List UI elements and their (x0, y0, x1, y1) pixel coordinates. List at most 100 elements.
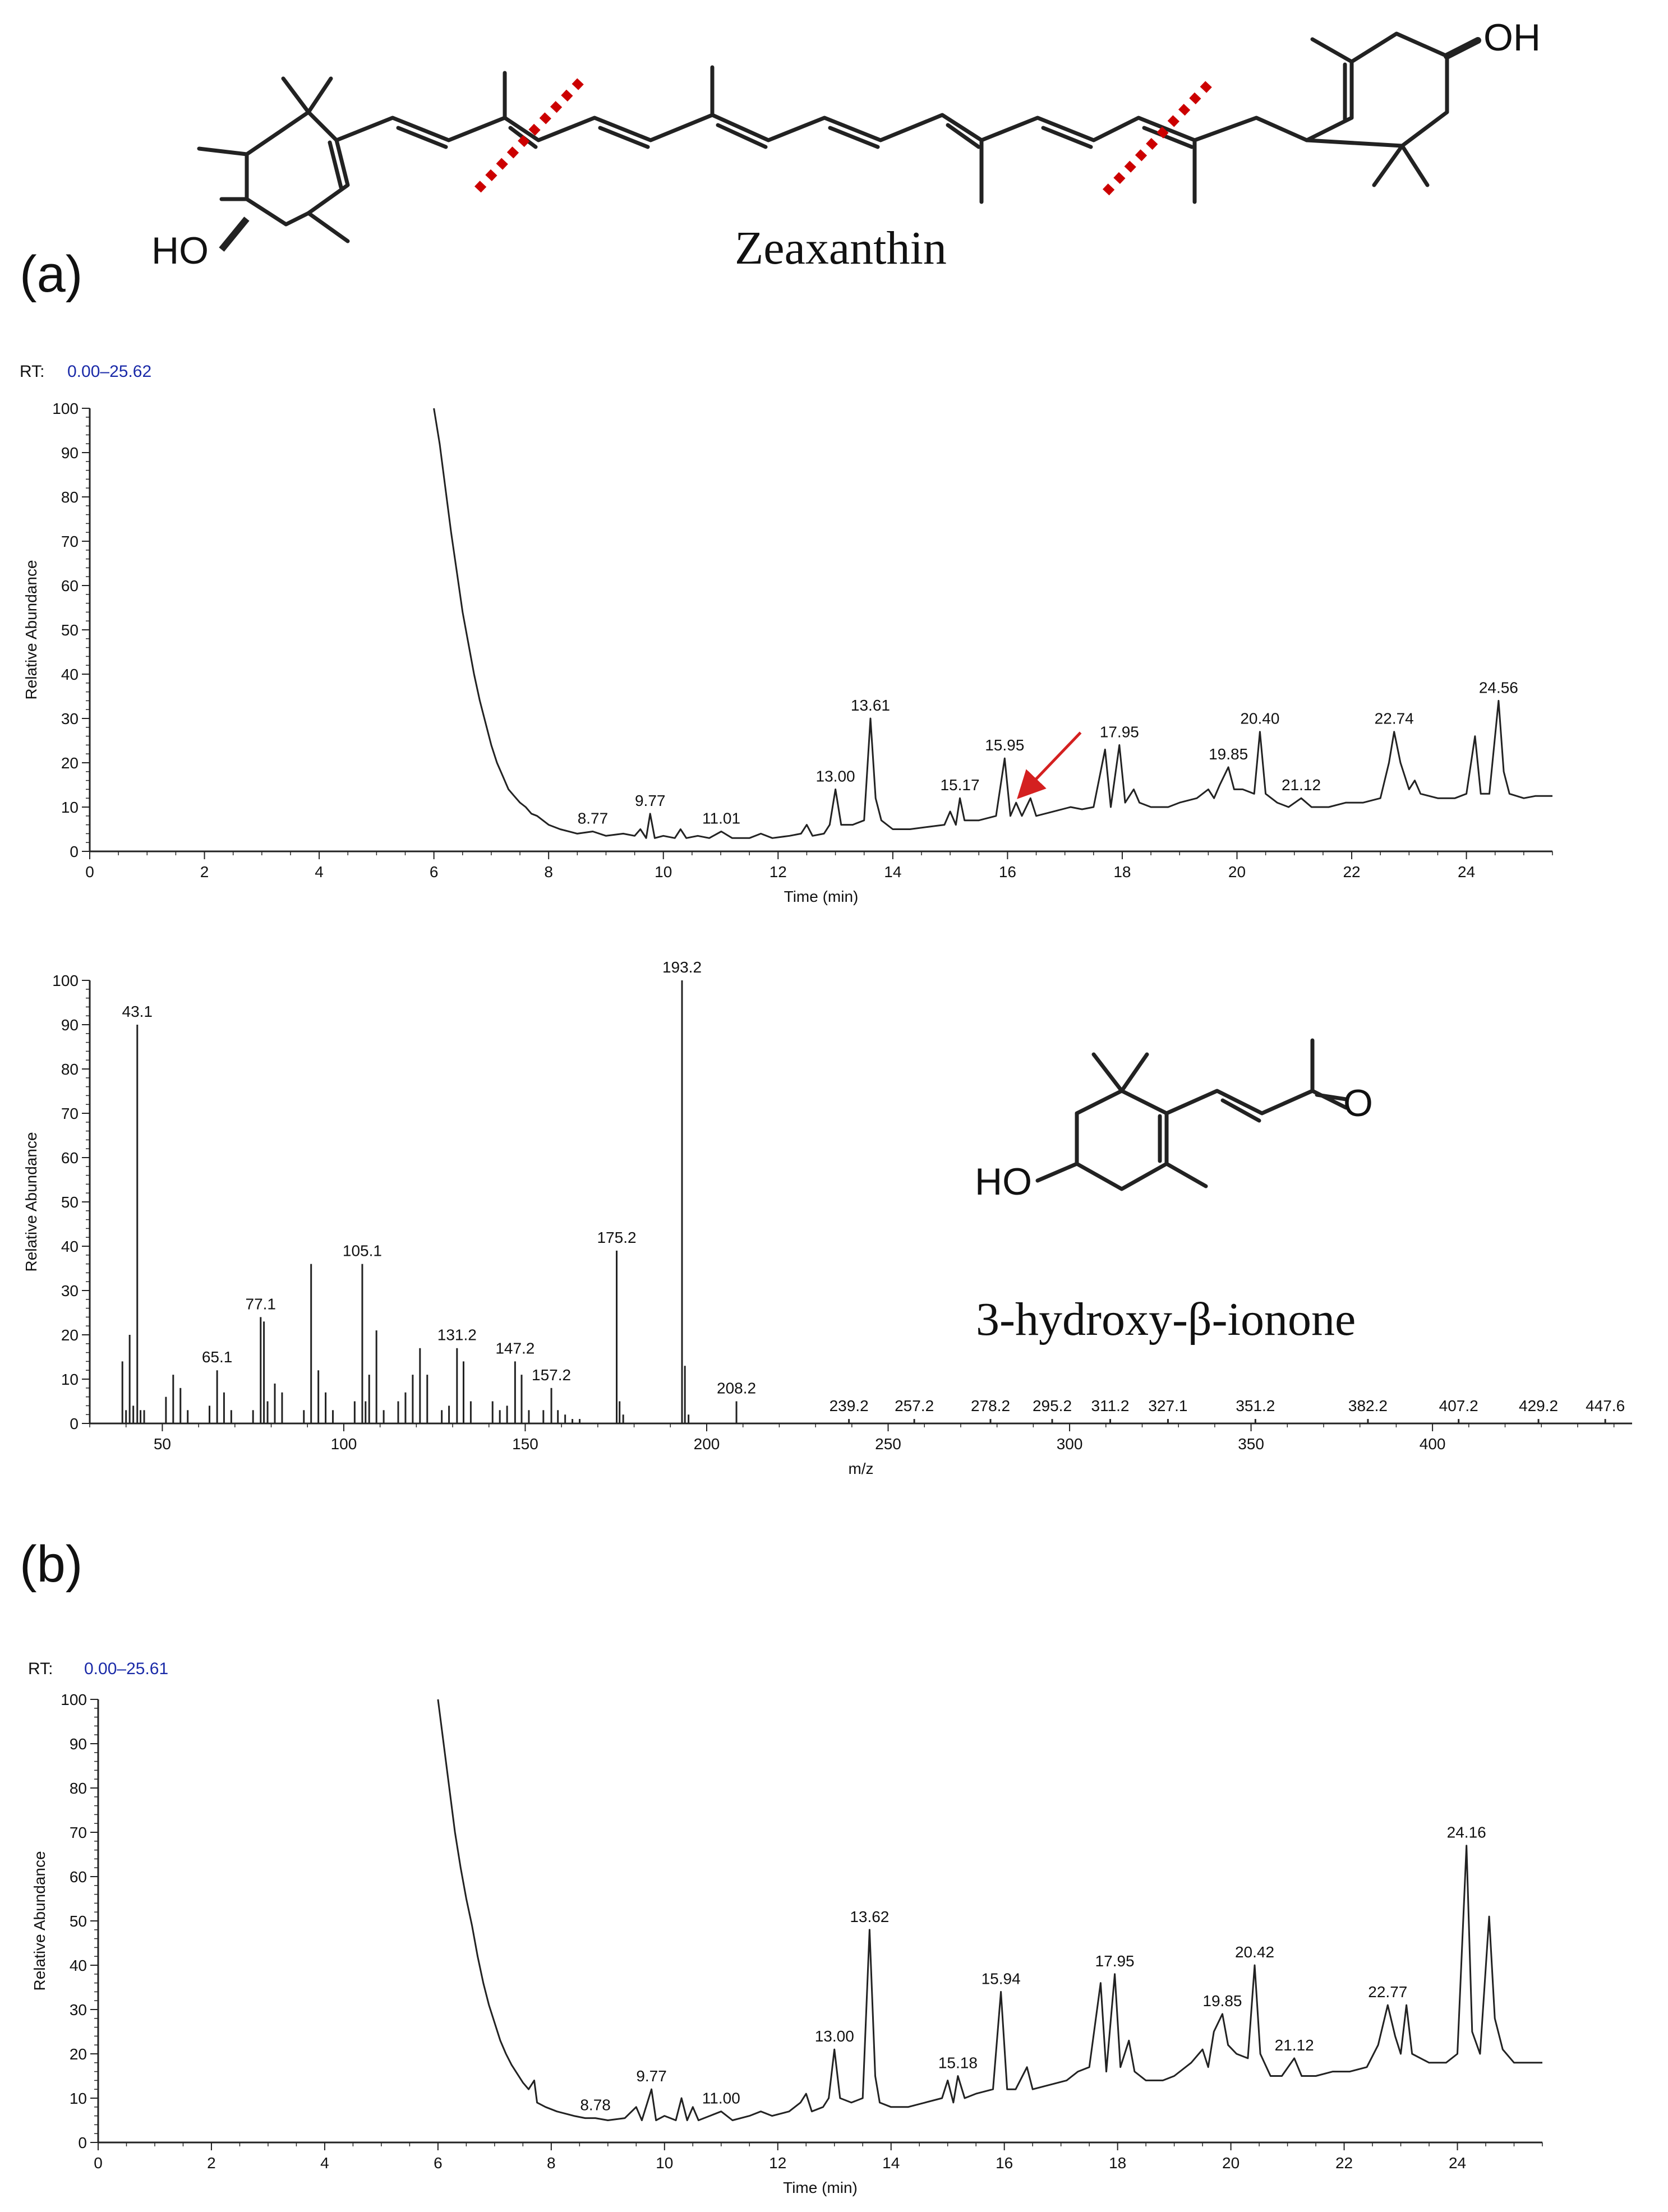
peak-label: 20.42 (1235, 1943, 1274, 1961)
x-tick-label: 14 (882, 2154, 900, 2172)
peak-label: 21.12 (1275, 2036, 1314, 2054)
x-tick-label: 12 (770, 863, 787, 881)
zeaxanthin-cleavage-marks (471, 78, 1212, 200)
x-tick-label: 0 (85, 863, 94, 881)
peak-label: 11.01 (702, 809, 740, 827)
y-tick-label: 50 (61, 621, 79, 639)
peak-label: 13.00 (815, 2027, 854, 2045)
peak-label: 13.00 (816, 767, 855, 785)
x-axis-title: m/z (848, 1460, 873, 1477)
peak-label: 65.1 (202, 1348, 233, 1366)
x-tick-label: 2 (207, 2154, 216, 2172)
peak-label: 429.2 (1519, 1397, 1558, 1414)
zeaxanthin-ho-label: HO (151, 229, 209, 272)
peak-label: 19.85 (1209, 745, 1248, 763)
peak-label: 407.2 (1439, 1397, 1478, 1414)
peak-label: 9.77 (635, 792, 666, 809)
x-tick-label: 150 (512, 1435, 538, 1453)
mass-spectrum: 0 10 20 30 40 50 60 70 80 90 100 50 100 150 200 250 300 3… (22, 958, 1632, 1477)
y-tick-label: 80 (61, 489, 79, 506)
x-tick-label: 22 (1335, 2154, 1353, 2172)
y-tick-label: 100 (52, 400, 79, 417)
peak-label: 15.95 (985, 736, 1024, 754)
peak-label: 15.94 (982, 1970, 1021, 1987)
y-tick-label: 80 (61, 1061, 79, 1078)
y-tick-label: 20 (70, 2045, 87, 2063)
ionone-ho-label: HO (975, 1160, 1032, 1203)
peak-label: 311.2 (1091, 1397, 1130, 1414)
y-tick-label: 60 (61, 1149, 79, 1167)
x-tick-label: 8 (547, 2154, 556, 2172)
y-tick-label: 100 (52, 972, 79, 989)
peak-label: 15.18 (938, 2054, 978, 2072)
x-tick-label: 10 (656, 2154, 673, 2172)
y-tick-label: 30 (70, 2001, 87, 2019)
y-tick-label: 50 (61, 1193, 79, 1211)
red-arrow (1017, 731, 1082, 799)
x-tick-label: 8 (544, 863, 553, 881)
x-tick-label: 4 (320, 2154, 329, 2172)
y-tick-label: 70 (61, 533, 79, 550)
y-tick-label: 0 (70, 1415, 79, 1432)
y-axis-title: Relative Abundance (31, 1851, 48, 1990)
y-tick-label: 70 (61, 1105, 79, 1122)
y-tick-label: 60 (61, 577, 79, 595)
x-tick-label: 300 (1057, 1435, 1083, 1453)
peak-label: 382.2 (1348, 1397, 1388, 1414)
x-tick-label: 24 (1449, 2154, 1466, 2172)
x-tick-label: 20 (1228, 863, 1246, 881)
peak-label: 257.2 (895, 1397, 934, 1414)
y-tick-label: 70 (70, 1824, 87, 1841)
y-tick-label: 60 (70, 1868, 87, 1886)
peak-label: 20.40 (1240, 710, 1279, 727)
peak-label: 21.12 (1282, 776, 1321, 794)
x-tick-label: 20 (1222, 2154, 1240, 2172)
x-tick-label: 10 (655, 863, 672, 881)
peak-label: 278.2 (971, 1397, 1010, 1414)
peak-label: 17.95 (1095, 1952, 1135, 1970)
x-tick-label: 350 (1238, 1435, 1264, 1453)
peak-label: 19.85 (1202, 1992, 1242, 2010)
peak-label: 43.1 (122, 1003, 153, 1020)
y-tick-label: 20 (61, 1326, 79, 1344)
peak-label: 13.62 (850, 1908, 889, 1925)
peak-label: 175.2 (597, 1229, 636, 1246)
x-tick-label: 400 (1420, 1435, 1446, 1453)
y-axis-title: Relative Abundance (22, 1132, 40, 1271)
ionone-name: 3-hydroxy-β-ionone (976, 1293, 1356, 1345)
y-axis-title: Relative Abundance (22, 560, 40, 699)
y-tick-label: 40 (61, 666, 79, 683)
x-tick-label: 6 (430, 863, 439, 881)
x-tick-label: 0 (94, 2154, 103, 2172)
y-tick-label: 10 (61, 1371, 79, 1388)
peak-label: 239.2 (830, 1397, 869, 1414)
y-tick-label: 100 (61, 1691, 87, 1708)
peak-label: 131.2 (437, 1326, 477, 1344)
peak-label: 15.17 (940, 776, 979, 794)
peak-label: 22.77 (1368, 1983, 1407, 2001)
y-tick-label: 90 (61, 1016, 79, 1034)
peak-label: 77.1 (246, 1295, 277, 1312)
y-tick-label: 50 (70, 1913, 87, 1930)
zeaxanthin-left-ring (245, 110, 350, 227)
peak-label: 447.6 (1586, 1397, 1625, 1414)
x-axis-title: Time (min) (784, 888, 859, 905)
y-tick-label: 90 (70, 1735, 87, 1753)
y-tick-label: 40 (61, 1238, 79, 1255)
x-tick-label: 16 (996, 2154, 1013, 2172)
peak-label: 9.77 (636, 2067, 667, 2085)
peak-label: 24.56 (1479, 679, 1518, 696)
panel-label-b: (b) (20, 1536, 82, 1593)
rt-label-a: RT: (20, 362, 44, 381)
peak-label: 8.77 (578, 809, 609, 827)
x-tick-label: 2 (200, 863, 209, 881)
y-tick-label: 90 (61, 444, 79, 462)
x-axis-title: Time (min) (783, 2179, 858, 2196)
x-tick-label: 250 (875, 1435, 901, 1453)
y-tick-label: 10 (61, 799, 79, 816)
y-tick-label: 80 (70, 1780, 87, 1797)
peak-label: 147.2 (495, 1339, 535, 1357)
peak-label: 11.00 (702, 2090, 740, 2107)
